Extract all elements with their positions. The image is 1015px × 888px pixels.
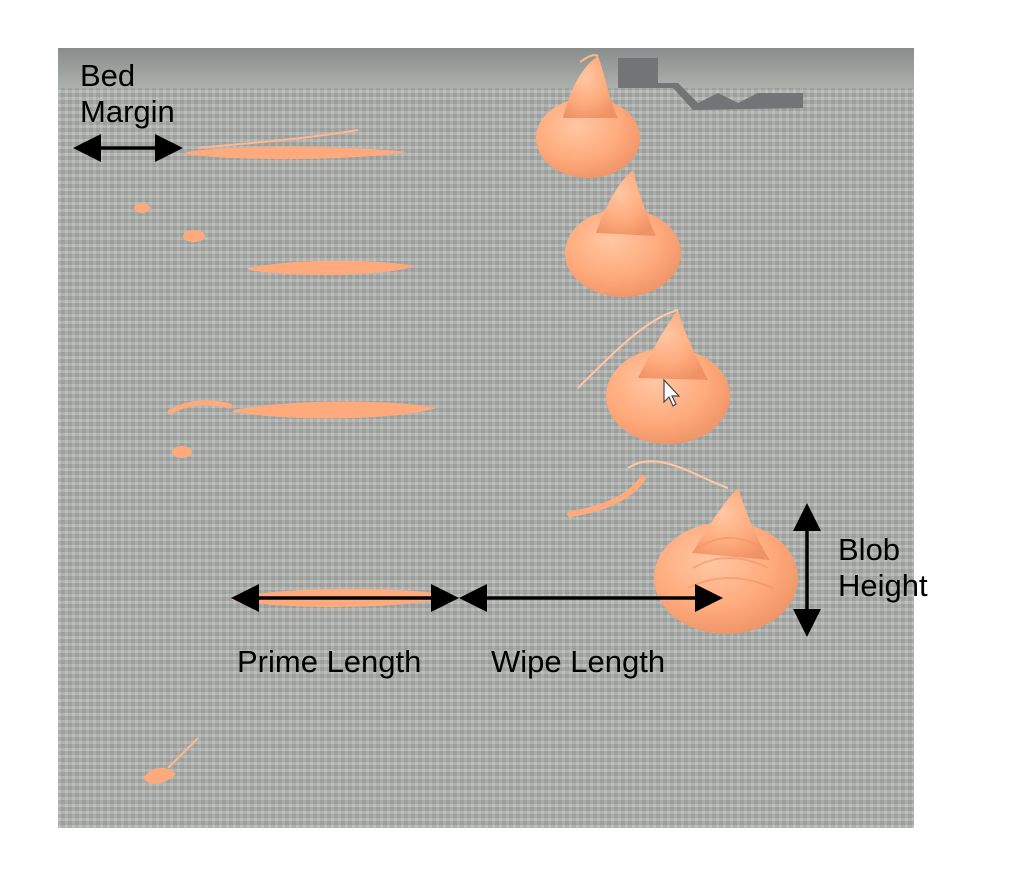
wipe-length-label: Wipe Length — [491, 644, 665, 680]
bed-margin-label: Bed Margin — [80, 58, 210, 130]
prime-length-label: Prime Length — [237, 644, 421, 680]
blob-height-label: Blob Height — [838, 532, 968, 604]
